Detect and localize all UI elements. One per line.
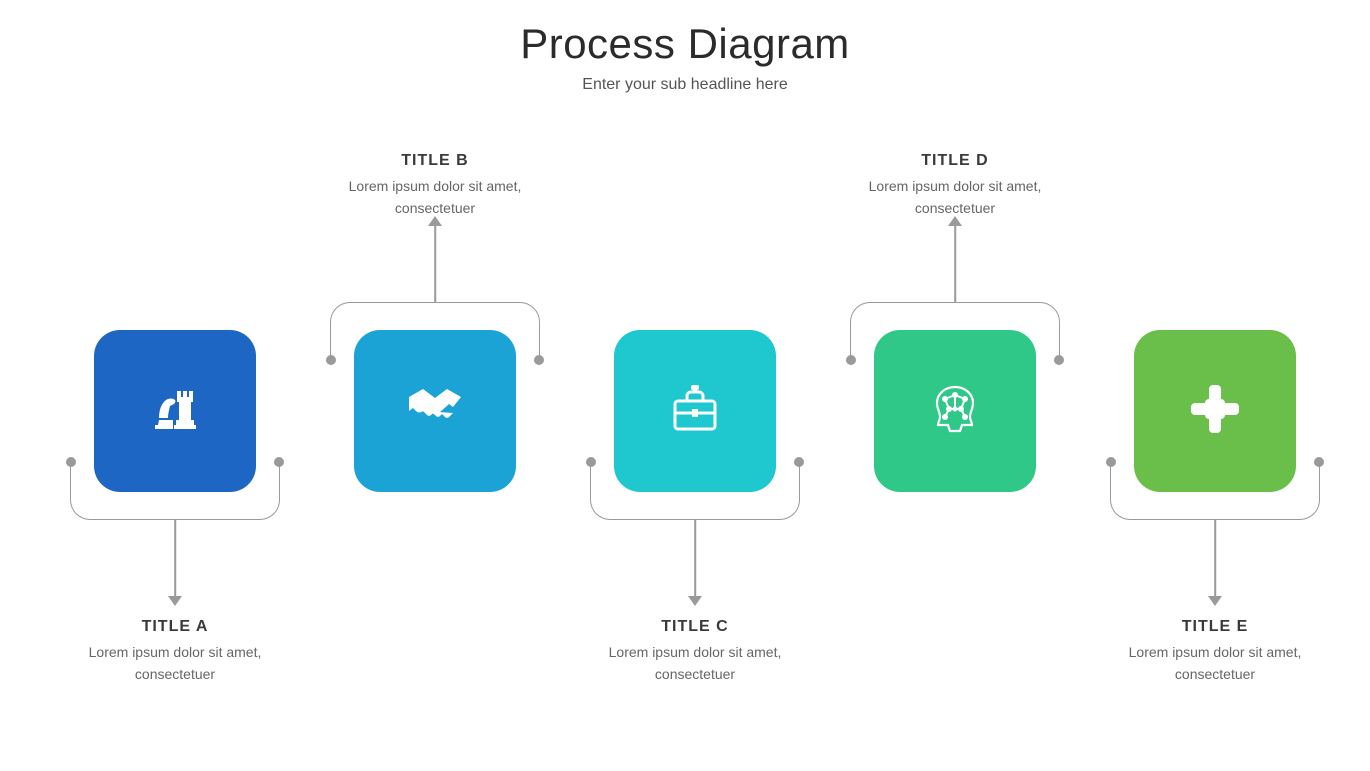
caption-e: TITLE E Lorem ipsum dolor sit amet, conse… <box>1100 618 1330 685</box>
process-step-a: TITLE A Lorem ipsum dolor sit amet, conse… <box>60 130 290 730</box>
process-step-b: TITLE B Lorem ipsum dolor sit amet, conse… <box>320 130 550 730</box>
tile-d <box>874 330 1036 492</box>
connector-arrow <box>949 216 961 302</box>
bracket-dot <box>66 457 76 467</box>
connector-arrow <box>429 216 441 302</box>
bracket-dot <box>1054 355 1064 365</box>
step-title: TITLE D <box>840 152 1070 170</box>
tile-c <box>614 330 776 492</box>
chess-icon <box>143 377 207 446</box>
caption-b: TITLE B Lorem ipsum dolor sit amet, conse… <box>320 152 550 219</box>
page-subtitle: Enter your sub headline here <box>0 76 1370 94</box>
tile-a <box>94 330 256 492</box>
header: Process Diagram Enter your sub headline … <box>0 20 1370 94</box>
briefcase-icon <box>663 377 727 446</box>
process-step-e: TITLE E Lorem ipsum dolor sit amet, conse… <box>1100 130 1330 730</box>
bracket-dot <box>1314 457 1324 467</box>
step-title: TITLE C <box>580 618 810 636</box>
step-desc: Lorem ipsum dolor sit amet, consectetuer <box>580 642 810 685</box>
bracket-dot <box>846 355 856 365</box>
connector-arrow <box>689 520 701 606</box>
caption-a: TITLE A Lorem ipsum dolor sit amet, conse… <box>60 618 290 685</box>
step-title: TITLE A <box>60 618 290 636</box>
connector-arrow <box>169 520 181 606</box>
brain-icon <box>923 377 987 446</box>
process-diagram-page: Process Diagram Enter your sub headline … <box>0 0 1370 771</box>
process-step-d: TITLE D Lorem ipsum dolor sit amet, conse… <box>840 130 1070 730</box>
step-title: TITLE E <box>1100 618 1330 636</box>
caption-c: TITLE C Lorem ipsum dolor sit amet, conse… <box>580 618 810 685</box>
hands-icon <box>1183 377 1247 446</box>
page-title: Process Diagram <box>0 20 1370 68</box>
bracket-dot <box>794 457 804 467</box>
step-desc: Lorem ipsum dolor sit amet, consectetuer <box>840 176 1070 219</box>
step-desc: Lorem ipsum dolor sit amet, consectetuer <box>1100 642 1330 685</box>
bracket-dot <box>534 355 544 365</box>
step-title: TITLE B <box>320 152 550 170</box>
connector-arrow <box>1209 520 1221 606</box>
handshake-icon <box>403 377 467 446</box>
diagram-stage: TITLE A Lorem ipsum dolor sit amet, conse… <box>0 130 1370 730</box>
tile-b <box>354 330 516 492</box>
bracket-dot <box>1106 457 1116 467</box>
bracket-dot <box>326 355 336 365</box>
step-desc: Lorem ipsum dolor sit amet, consectetuer <box>320 176 550 219</box>
tile-e <box>1134 330 1296 492</box>
process-step-c: TITLE C Lorem ipsum dolor sit amet, conse… <box>580 130 810 730</box>
caption-d: TITLE D Lorem ipsum dolor sit amet, conse… <box>840 152 1070 219</box>
bracket-dot <box>274 457 284 467</box>
step-desc: Lorem ipsum dolor sit amet, consectetuer <box>60 642 290 685</box>
bracket-dot <box>586 457 596 467</box>
